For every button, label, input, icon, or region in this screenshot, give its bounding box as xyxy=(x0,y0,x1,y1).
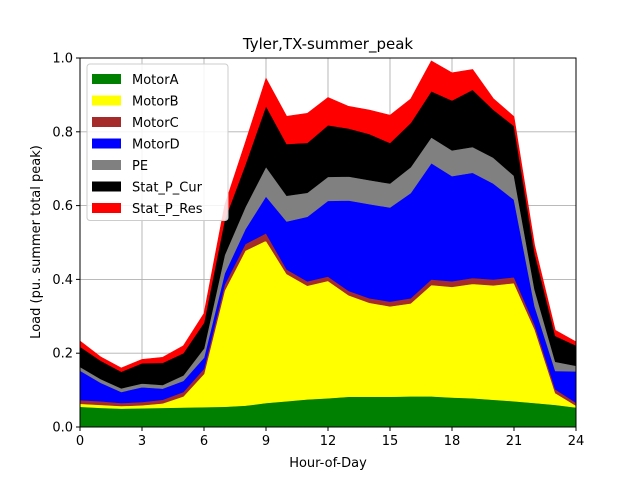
area-series xyxy=(79,60,577,428)
y-tick-label: 0.8 xyxy=(52,125,73,140)
legend-label-motord: MotorD xyxy=(132,138,180,153)
legend-swatch-motora xyxy=(92,74,121,84)
x-tick-label: 6 xyxy=(200,434,208,449)
x-tick-label: 21 xyxy=(506,434,523,449)
legend-label-stat-p-res: Stat_P_Res xyxy=(132,202,203,217)
legend-swatch-motorb xyxy=(92,95,121,106)
y-ticks: 0.0 0.2 0.4 0.6 0.8 1.0 xyxy=(52,52,80,436)
legend: MotorA MotorB MotorC MotorD PE Stat_P_Cur Stat… xyxy=(86,63,229,221)
x-tick-label: 9 xyxy=(262,434,270,449)
legend-label-motorc: MotorC xyxy=(132,116,179,131)
legend-swatch-pe xyxy=(92,160,121,170)
chart-title: Tyler,TX-summer_peak xyxy=(242,35,414,54)
legend-label-motorb: MotorB xyxy=(132,95,178,110)
legend-label-pe: PE xyxy=(132,159,148,174)
x-tick-label: 0 xyxy=(76,434,84,449)
x-tick-label: 15 xyxy=(382,434,399,449)
y-tick-label: 0.0 xyxy=(52,421,73,436)
legend-swatch-motord xyxy=(92,138,121,149)
x-tick-label: 18 xyxy=(444,434,461,449)
y-tick-label: 0.2 xyxy=(52,347,73,362)
y-axis-label: Load (pu. summer total peak) xyxy=(29,145,44,339)
legend-swatch-stat-p-cur xyxy=(92,181,121,192)
x-axis-label: Hour-of-Day xyxy=(289,456,367,471)
x-tick-label: 12 xyxy=(320,434,337,449)
legend-label-motora: MotorA xyxy=(132,73,179,88)
x-tick-label: 24 xyxy=(568,434,585,449)
y-tick-label: 1.0 xyxy=(52,52,73,67)
x-tick-label: 3 xyxy=(138,434,146,449)
legend-swatch-motorc xyxy=(92,117,121,127)
x-ticks: 0 3 6 9 12 15 18 21 24 xyxy=(76,427,584,449)
y-tick-label: 0.4 xyxy=(52,273,73,288)
y-tick-label: 0.6 xyxy=(52,199,73,214)
legend-swatch-stat-p-res xyxy=(92,203,121,213)
legend-label-stat-p-cur: Stat_P_Cur xyxy=(132,181,203,196)
legend-box xyxy=(86,63,229,221)
